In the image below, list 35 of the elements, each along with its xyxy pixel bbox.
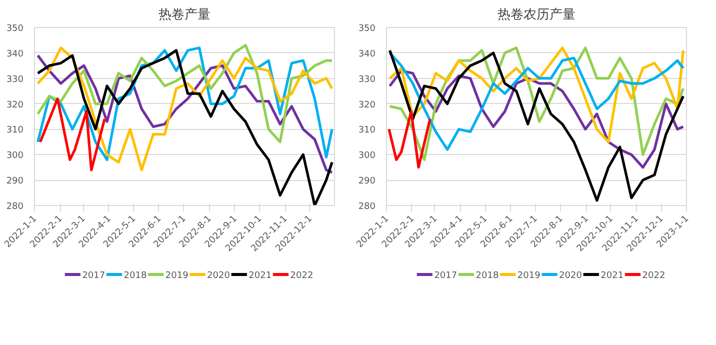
legend-label: 2018	[476, 271, 499, 281]
y-tick-label: 280	[358, 202, 376, 212]
y-tick-label: 290	[6, 176, 24, 187]
y-tick-label: 320	[358, 100, 376, 110]
legend-label: 2022	[642, 271, 666, 281]
legend-label: 2020	[559, 271, 582, 281]
y-tick-label: 350	[358, 24, 376, 34]
y-tick-label: 330	[6, 74, 24, 85]
legend-label: 2017	[82, 271, 106, 281]
y-tick-label: 310	[6, 126, 24, 136]
line-series	[36, 44, 334, 144]
legend-label: 2020	[207, 271, 230, 281]
y-tick-label: 350	[6, 24, 24, 34]
legend-label: 2022	[290, 271, 314, 281]
chart-title: 热卷产量	[158, 8, 210, 22]
legend-label: 2021	[248, 271, 272, 281]
legend-label: 2021	[600, 271, 624, 281]
y-tick-label: 290	[358, 176, 376, 187]
chart-title: 热卷农历产量	[498, 8, 576, 22]
y-tick-label: 340	[6, 49, 24, 60]
y-tick-label: 280	[6, 202, 24, 212]
line-series	[36, 49, 334, 206]
legend-label: 2019	[517, 271, 541, 281]
y-tick-label: 340	[358, 49, 376, 60]
legend-label: 2019	[165, 271, 189, 281]
y-tick-label: 320	[6, 100, 24, 110]
legend-label: 2018	[124, 271, 147, 281]
line-series	[38, 97, 106, 172]
y-tick-label: 310	[358, 126, 376, 136]
y-tick-label: 300	[358, 151, 376, 162]
line-series	[388, 49, 685, 202]
line-series	[388, 110, 432, 169]
y-tick-label: 300	[6, 151, 24, 162]
y-tick-label: 330	[358, 74, 376, 85]
legend-label: 2017	[434, 271, 458, 281]
